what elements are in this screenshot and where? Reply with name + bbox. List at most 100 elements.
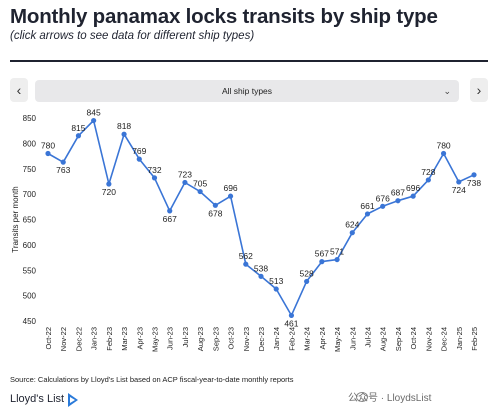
- x-tick-label: Dec-22: [74, 327, 83, 351]
- y-tick-label: 650: [23, 216, 37, 225]
- x-tick-label: Oct-22: [44, 327, 53, 350]
- next-arrow-button[interactable]: ›: [470, 78, 488, 102]
- data-point: [60, 159, 66, 165]
- data-point: [136, 156, 142, 162]
- data-label: 738: [467, 178, 481, 188]
- y-tick-label: 750: [23, 165, 37, 174]
- data-label: 815: [71, 123, 85, 133]
- data-point: [167, 208, 173, 214]
- data-point: [319, 259, 325, 265]
- x-tick-label: Sep-24: [394, 327, 403, 351]
- x-tick-label: Jan-24: [272, 327, 281, 350]
- data-label: 461: [284, 318, 298, 328]
- data-point: [440, 150, 447, 157]
- data-label: 624: [345, 220, 359, 230]
- x-tick-label: Nov-23: [242, 327, 251, 351]
- data-point: [45, 150, 51, 157]
- data-point: [288, 312, 295, 319]
- data-point: [151, 175, 158, 181]
- data-point: [334, 256, 340, 263]
- data-label: 696: [223, 183, 237, 193]
- watermark-text: 公众号 · LloydsList: [348, 393, 432, 404]
- y-axis-label: Transits per month: [11, 186, 20, 252]
- data-label: 732: [147, 165, 161, 175]
- x-tick-label: Feb-24: [287, 327, 296, 351]
- data-point: [456, 179, 462, 185]
- x-tick-label: Jun-24: [348, 327, 357, 350]
- series-line: [47, 119, 475, 317]
- data-label: 818: [117, 121, 131, 131]
- wechat-icon: [356, 392, 368, 402]
- x-tick-label: May-24: [333, 327, 342, 352]
- data-label: 724: [452, 185, 466, 195]
- data-label: 769: [132, 146, 146, 156]
- data-point: [380, 203, 386, 209]
- data-label: 723: [178, 169, 192, 179]
- x-tick-label: Dec-24: [440, 327, 449, 351]
- data-label: 720: [102, 187, 116, 197]
- previous-arrow-button[interactable]: ‹: [10, 78, 28, 102]
- x-tick-label: Apr-23: [135, 327, 144, 350]
- x-tick-label: Apr-24: [318, 327, 327, 350]
- source-note: Source: Calculations by Lloyd's List bas…: [10, 375, 294, 384]
- data-point: [410, 193, 416, 199]
- y-tick-label: 850: [23, 114, 37, 123]
- data-label: 571: [330, 247, 344, 257]
- x-tick-label: Feb-25: [470, 327, 479, 351]
- x-tick-label: Mar-24: [303, 327, 312, 351]
- title-divider: [10, 60, 488, 62]
- x-tick-label: Nov-22: [59, 327, 68, 351]
- y-tick-label: 800: [23, 139, 37, 148]
- x-tick-label: Oct-24: [409, 327, 418, 350]
- x-tick-label: Oct-23: [227, 327, 236, 350]
- data-label: 676: [376, 193, 390, 203]
- data-point: [395, 198, 401, 204]
- data-point: [212, 202, 218, 208]
- data-point: [349, 230, 355, 236]
- data-point: [121, 131, 127, 137]
- chart-title: Monthly panamax locks transits by ship t…: [10, 5, 438, 28]
- data-label: 678: [208, 208, 222, 218]
- ship-type-select[interactable]: All ship types ⌄: [35, 80, 459, 102]
- y-tick-label: 550: [23, 266, 37, 275]
- x-tick-label: Dec-23: [257, 327, 266, 351]
- x-tick-label: Nov-24: [424, 327, 433, 351]
- ship-type-select-value: All ship types: [221, 86, 273, 96]
- data-label: 705: [193, 179, 207, 189]
- data-point: [227, 193, 234, 199]
- x-tick-label: Feb-23: [105, 327, 114, 351]
- data-label: 780: [436, 141, 450, 151]
- y-tick-label: 600: [23, 241, 37, 250]
- lloyds-list-logo-icon: [68, 393, 78, 407]
- data-point: [243, 261, 249, 267]
- data-label: 687: [391, 188, 405, 198]
- x-tick-label: Aug-24: [379, 327, 388, 351]
- data-label: 728: [421, 167, 435, 177]
- data-point: [471, 172, 477, 178]
- data-point: [75, 133, 82, 139]
- data-label: 780: [41, 141, 55, 151]
- data-point: [197, 188, 203, 195]
- x-tick-label: Jan-25: [455, 327, 464, 350]
- data-label: 845: [87, 108, 101, 118]
- data-point: [91, 117, 97, 124]
- data-label: 763: [56, 165, 70, 175]
- x-tick-label: May-23: [151, 327, 160, 352]
- data-label: 562: [239, 251, 253, 261]
- x-tick-label: Mar-23: [120, 327, 129, 351]
- data-label: 696: [406, 183, 420, 193]
- y-tick-label: 700: [23, 190, 37, 199]
- data-point: [425, 177, 431, 183]
- x-tick-label: Sep-23: [211, 327, 220, 351]
- data-label: 661: [360, 201, 374, 211]
- data-label: 538: [254, 263, 268, 273]
- chart-subtitle: (click arrows to see data for different …: [10, 30, 255, 42]
- y-tick-label: 500: [23, 292, 37, 301]
- data-point: [364, 211, 371, 217]
- data-point: [273, 286, 279, 292]
- x-tick-label: Jul-24: [364, 327, 373, 347]
- data-label: 567: [315, 249, 329, 259]
- lloyds-list-logo-text: Lloyd's List: [10, 393, 65, 405]
- data-point: [182, 179, 188, 186]
